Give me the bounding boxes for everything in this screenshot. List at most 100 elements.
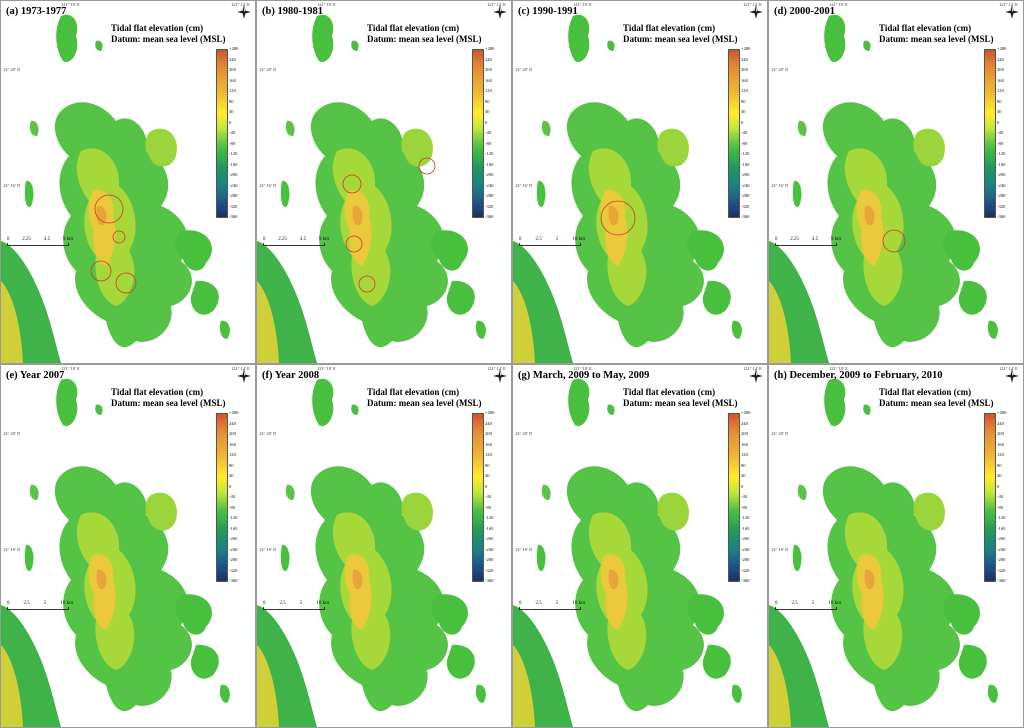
scale-bar-label: 0 (7, 237, 10, 242)
colorbar-ticks: +280 240 200 160 120 80 40 0 -40 -80 -120 -160 -200 -… (229, 46, 238, 219)
colorbar-tick-label: 240 (485, 420, 492, 426)
elevation-colorbar (984, 49, 996, 218)
colorbar-tick-label: 80 (229, 98, 234, 104)
legend-title-line1: Tidal flat elevation (cm) (367, 23, 460, 33)
colorbar-tick-label: -200 (485, 536, 494, 541)
colorbar-tick-label: 40 (485, 109, 490, 114)
colorbar-tick-label: 40 (741, 473, 746, 478)
colorbar-tick-label: -120 (485, 151, 494, 156)
colorbar-tick-label: -200 (997, 536, 1006, 541)
colorbar-tick-label: -360 (741, 578, 750, 583)
colorbar-tick-label: -240 (229, 546, 238, 552)
legend-title-line1: Tidal flat elevation (cm) (367, 387, 460, 397)
tidal-flat-map (513, 14, 742, 363)
legend-title-line2: Datum: mean sea level (MSL) (879, 34, 994, 44)
colorbar-tick-label: -320 (229, 567, 238, 573)
colorbar-ticks: +280 240 200 160 120 80 40 0 -40 -80 -120 -160 -200 -… (997, 410, 1006, 583)
scale-bar: 0 2.25 4.5 9 km (775, 237, 841, 246)
colorbar-tick-label: 40 (229, 473, 234, 478)
longitude-label: 121° 12' E (231, 2, 250, 7)
colorbar-tick-label: 120 (997, 88, 1004, 93)
colorbar-tick-label: -320 (485, 203, 494, 209)
colorbar-tick-label: 80 (741, 98, 746, 104)
legend-title-line1: Tidal flat elevation (cm) (879, 387, 972, 397)
legend-title-line2: Datum: mean sea level (MSL) (623, 34, 738, 44)
landmass-east (913, 492, 945, 531)
north-arrow-icon (1005, 5, 1019, 19)
colorbar-tick-label: -80 (741, 504, 748, 510)
colorbar-tick-label: -120 (997, 151, 1006, 156)
scale-bar-label: 4.5 (299, 237, 307, 242)
landmass-north (568, 14, 590, 62)
colorbar-ticks: +280 240 200 160 120 80 40 0 -40 -80 -120 -160 -200 -… (997, 46, 1006, 219)
colorbar-tick-label: -200 (229, 172, 238, 177)
colorbar-tick-label: 240 (229, 56, 236, 62)
colorbar-tick-label: 120 (997, 452, 1004, 457)
scale-bar-label: 9 km (62, 237, 73, 242)
colorbar-tick-label: 200 (741, 67, 748, 72)
colorbar-tick-label: +280 (229, 410, 239, 415)
highlight-circle (358, 275, 376, 293)
colorbar-tick-label: 240 (997, 56, 1004, 62)
scale-bar-label: 10 km (316, 601, 329, 606)
elevation-colorbar (984, 413, 996, 582)
scale-bar-label: 0 (263, 601, 266, 606)
landmass-east (145, 128, 177, 167)
legend-title-line1: Tidal flat elevation (cm) (111, 387, 204, 397)
colorbar-tick-label: 120 (485, 452, 492, 457)
scale-bar-label: 10 km (828, 601, 841, 606)
legend-title: Tidal flat elevation (cm) Datum: mean se… (879, 23, 993, 45)
north-arrow-icon (493, 369, 507, 383)
legend-title: Tidal flat elevation (cm) Datum: mean se… (367, 23, 481, 45)
latitude-label: 12° 20' N (515, 67, 533, 72)
colorbar-tick-label: +280 (485, 46, 495, 51)
latitude-label: 12° 20' N (259, 431, 277, 436)
north-arrow-icon (749, 5, 763, 19)
scale-bar: 0 2.25 4.5 9 km (263, 237, 329, 246)
north-arrow-icon (237, 5, 251, 19)
colorbar-tick-label: -40 (485, 494, 492, 499)
scale-bar: 0 2.5 5 10 km (519, 237, 585, 246)
colorbar-tick-label: 0 (485, 119, 488, 125)
scale-bar: 0 2.5 5 10 km (775, 601, 841, 610)
highlight-circle (94, 194, 124, 224)
colorbar-tick-label: -320 (485, 567, 494, 573)
tidal-flat-map (769, 14, 998, 363)
colorbar-tick-label: 200 (485, 431, 492, 436)
colorbar-tick-label: 120 (741, 452, 748, 457)
colorbar-tick-label: -240 (997, 546, 1006, 552)
map-panel-a: (a) 1973-1977 Tidal flat elevation (cm) … (1, 1, 255, 363)
colorbar-tick-label: 200 (229, 431, 236, 436)
colorbar-tick-label: -360 (485, 214, 494, 219)
scale-bar-label: 0 (519, 601, 522, 606)
scale-bar-label: 5 (43, 601, 47, 606)
scale-bar: 0 2.25 4.5 9 km (7, 237, 73, 246)
panel-label: (h) December, 2009 to February, 2010 (774, 370, 943, 381)
colorbar-tick-label: -360 (997, 214, 1006, 219)
colorbar-tick-label: 160 (229, 77, 236, 83)
longitude-label: 121° 10' E (317, 366, 336, 371)
colorbar-tick-label: -360 (229, 214, 238, 219)
scale-bar-label: 0 (775, 237, 778, 242)
colorbar-tick-label: -80 (485, 140, 492, 146)
legend-title-line2: Datum: mean sea level (MSL) (111, 398, 226, 408)
colorbar-tick-label: -160 (741, 525, 750, 531)
colorbar-tick-label: 240 (741, 56, 748, 62)
colorbar-tick-label: 40 (997, 473, 1002, 478)
longitude-label: 121° 12' E (999, 2, 1018, 7)
legend-title-line1: Tidal flat elevation (cm) (623, 387, 716, 397)
landmass-north (568, 378, 590, 426)
scale-bar-label: 5 (555, 237, 559, 242)
colorbar-tick-label: -40 (741, 494, 748, 499)
map-panel-d: (d) 2000-2001 Tidal flat elevation (cm) … (769, 1, 1023, 363)
colorbar-tick-label: 0 (997, 119, 1000, 125)
highlight-circle (882, 229, 906, 253)
map-panel-h: (h) December, 2009 to February, 2010 Tid… (769, 365, 1023, 727)
colorbar-tick-label: -160 (997, 525, 1006, 531)
colorbar-tick-label: 240 (485, 56, 492, 62)
colorbar-tick-label: -80 (229, 140, 236, 146)
scale-bar-label: 0 (519, 237, 522, 242)
legend-title-line1: Tidal flat elevation (cm) (623, 23, 716, 33)
colorbar-tick-label: -240 (485, 182, 494, 188)
